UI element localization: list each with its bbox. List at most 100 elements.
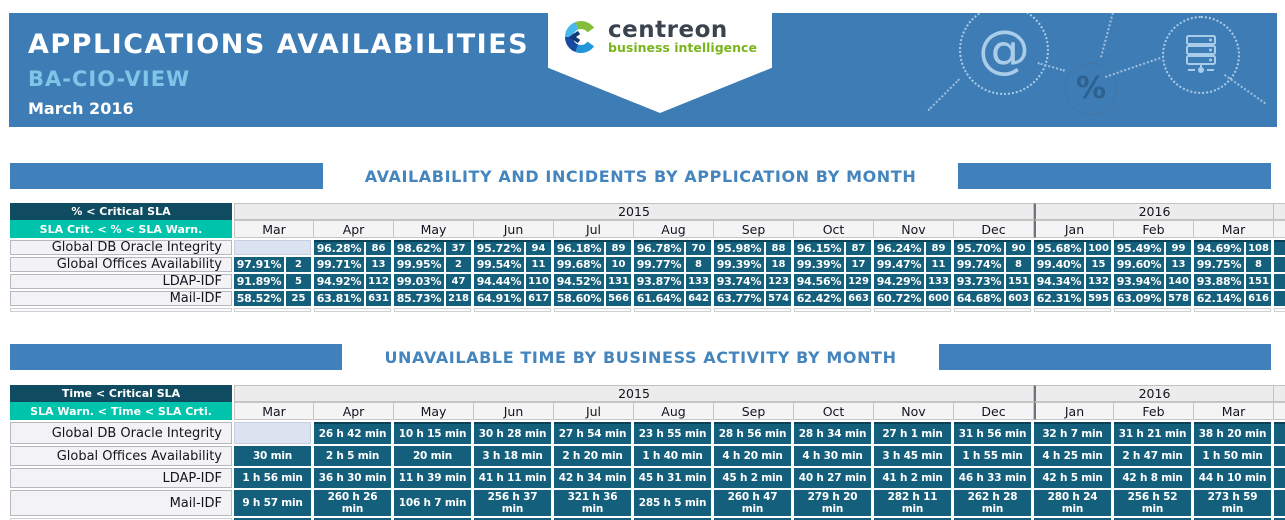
row-label-cut [10, 308, 232, 312]
cut-cell [474, 518, 551, 520]
row-label-cut [10, 518, 232, 520]
duration-value: 30 h 28 min [474, 422, 551, 444]
month-cell: 96.15% 87 [794, 240, 871, 255]
month-cell: 99.68% 10 [554, 257, 631, 272]
month-cell: 97.91% 2 [234, 257, 311, 272]
server-glyph [1186, 35, 1216, 73]
month-header: Aug [634, 220, 714, 238]
duration-value: 1 h 40 min [634, 446, 711, 466]
duration-value: 3 h 45 min [874, 446, 951, 466]
cut-cell [474, 308, 551, 312]
availability-value: 93.94% [1114, 274, 1166, 289]
month-header: Jan [1034, 402, 1114, 420]
duration-value: 31 h 21 min [1114, 422, 1191, 444]
dotted-line [1100, 13, 1117, 58]
incident-count: 663 [848, 293, 869, 304]
month-header: Mar [234, 402, 314, 420]
month-cell: 99.39% 18 [714, 257, 791, 272]
incident-count: 89 [611, 243, 626, 254]
duration-value: 4 h 25 min [1034, 446, 1111, 466]
section-bar-right [958, 163, 1271, 189]
month-cell: 99.95% 2 [394, 257, 471, 272]
month-header: May [394, 402, 474, 420]
duration-value: 41 h 11 min [474, 468, 551, 488]
cut-cell [314, 518, 391, 520]
cut-cell [1274, 257, 1285, 272]
cut-cell [1194, 308, 1271, 312]
incident-count: 131 [608, 276, 629, 287]
availability-value: 99.03% [394, 274, 446, 289]
month-cell: 96.18% 89 [554, 240, 631, 255]
incident-count: 37 [451, 243, 466, 254]
month-cell: 95.68% 100 [1034, 240, 1111, 255]
duration-value: 23 h 55 min [634, 422, 711, 444]
month-cell: 64.68% 603 [954, 291, 1031, 306]
month-cell: 93.87% 133 [634, 274, 711, 289]
month-header: Mar [234, 220, 314, 238]
duration-value: 106 h 7 min [394, 490, 471, 516]
row-label: Mail-IDF [10, 291, 232, 306]
availability-value: 99.74% [954, 257, 1006, 272]
availability-value: 94.29% [874, 274, 926, 289]
duration-value: 44 h 10 min [1194, 468, 1271, 488]
cut-cell [314, 308, 391, 312]
availability-value: 94.69% [1194, 242, 1246, 255]
cut-cell [1274, 518, 1285, 520]
table-row: Global DB Oracle Integrity 26 h 42 min 10 … [10, 422, 1285, 444]
cut-row [10, 308, 1285, 312]
duration-value: 1 h 55 min [954, 446, 1031, 466]
incident-count: 5 [295, 276, 302, 287]
incident-count: 595 [1088, 293, 1109, 304]
duration-value: 32 h 7 min [1034, 422, 1111, 444]
month-cell: 98.62% 37 [394, 240, 471, 255]
availability-value: 95.49% [1114, 242, 1166, 255]
duration-value: 285 h 5 min [634, 490, 711, 516]
year-header: 2015 [234, 385, 1034, 402]
row-label: Global DB Oracle Integrity [10, 240, 232, 255]
availability-value: 64.91% [474, 291, 526, 306]
sla-critical-legend: % < Critical SLA [10, 203, 232, 220]
incident-count: 642 [688, 293, 709, 304]
incident-count: 13 [1171, 259, 1186, 270]
month-header: Feb [1114, 220, 1194, 238]
cut-cell [1034, 308, 1111, 312]
year-header-row: Time < Critical SLA 2015 2016 [10, 385, 1285, 402]
month-header: Nov [874, 220, 954, 238]
availability-table: % < Critical SLA 2015 2016 SLA Crit. < % < … [10, 203, 1285, 312]
availability-value: 95.72% [474, 242, 526, 255]
availability-value: 96.18% [554, 242, 606, 255]
availability-value: 99.39% [714, 257, 766, 272]
availability-value: 99.40% [1034, 257, 1086, 272]
sla-critical-legend: Time < Critical SLA [10, 385, 232, 402]
availability-value: 62.42% [794, 291, 846, 306]
availability-value: 99.54% [474, 257, 526, 272]
month-cell: 99.77% 8 [634, 257, 711, 272]
duration-value: 38 h 20 min [1194, 422, 1271, 444]
cut-cell [634, 518, 711, 520]
duration-value: 42 h 34 min [554, 468, 631, 488]
duration-value: 4 h 30 min [794, 446, 871, 466]
month-cell: 94.52% 131 [554, 274, 631, 289]
cut-cell [554, 518, 631, 520]
at-icon: @ [959, 13, 1049, 95]
availability-value: 95.70% [954, 242, 1006, 255]
month-cell: 94.34% 132 [1034, 274, 1111, 289]
row-label: LDAP-IDF [10, 468, 232, 488]
availability-value: 62.14% [1194, 291, 1246, 306]
incident-count: 88 [771, 243, 786, 254]
incident-count: 89 [931, 243, 946, 254]
availability-value: 99.60% [1114, 257, 1166, 272]
month-cell: 99.54% 11 [474, 257, 551, 272]
availability-value: 64.68% [954, 291, 1006, 306]
cut-cell [1194, 518, 1271, 520]
incident-count: 70 [691, 243, 706, 254]
row-label: Global Offices Availability [10, 446, 232, 466]
availability-value: 85.73% [394, 291, 446, 306]
unavailable-section-title: UNAVAILABLE TIME BY BUSINESS ACTIVITY BY… [384, 347, 897, 367]
month-cell: 63.09% 578 [1114, 291, 1191, 306]
row-label: Global DB Oracle Integrity [10, 422, 232, 444]
month-cell: 58.60% 566 [554, 291, 631, 306]
incident-count: 578 [1168, 293, 1189, 304]
availability-value: 93.73% [954, 274, 1006, 289]
incident-count: 108 [1248, 243, 1269, 254]
